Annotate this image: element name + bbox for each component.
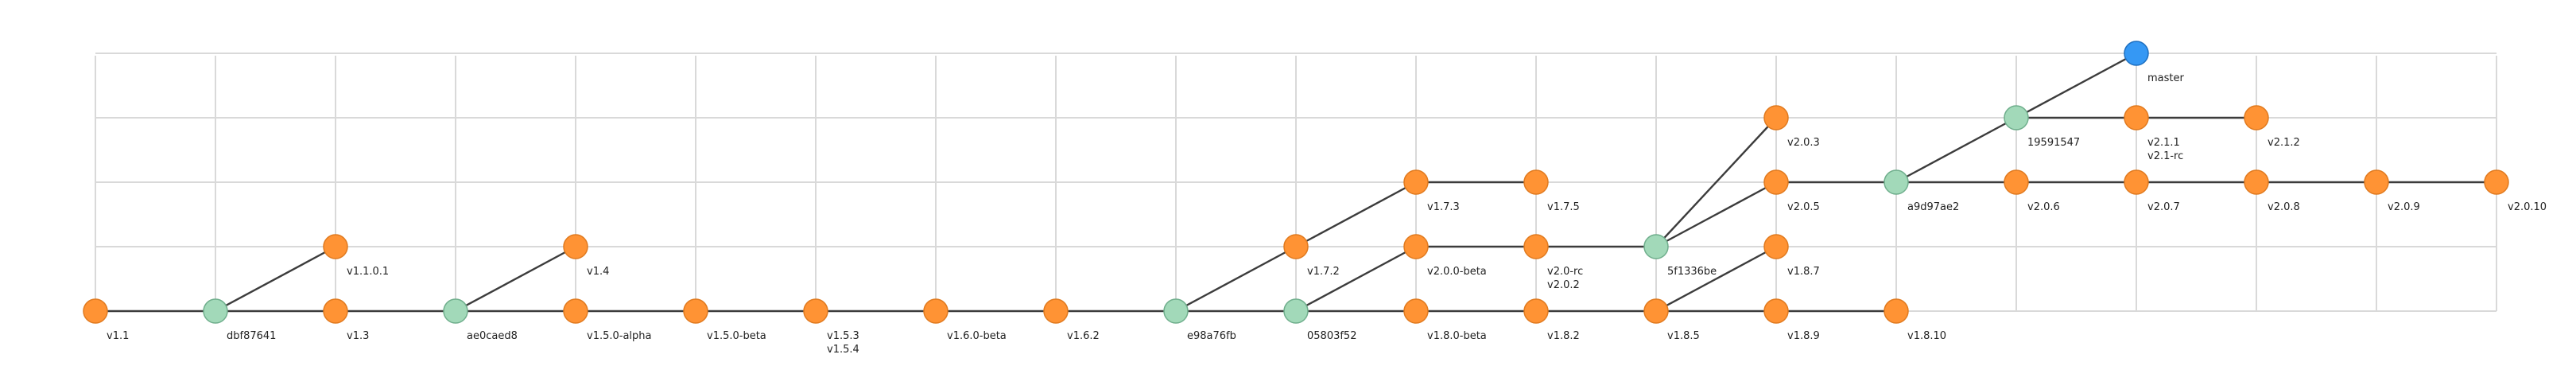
node-label: master [2147, 72, 2184, 84]
node-tag [803, 298, 828, 324]
node-label: v1.5.0-beta [707, 330, 766, 342]
node-label: v2.0.7 [2147, 201, 2180, 213]
node-tag [1403, 169, 1429, 195]
node-label: dbf87641 [227, 330, 276, 342]
node-label: v2.0.8 [2268, 201, 2300, 213]
edge-e98a76fb-v1.7.2 [1175, 245, 1297, 313]
node-label: v1.8.5 [1667, 330, 1700, 342]
node-tag [1403, 234, 1429, 259]
node-tag [2244, 105, 2269, 130]
node-label: v2.0.3 [1787, 137, 1820, 149]
edge-ae0caed8-v1.4 [455, 245, 576, 313]
node-tag [1884, 298, 1909, 324]
node-label: v1.1.0.1 [347, 266, 389, 278]
node-tag [563, 298, 588, 324]
node-tag [1403, 298, 1429, 324]
node-label: v1.7.5 [1547, 201, 1580, 213]
node-tag [2124, 105, 2149, 130]
node-label: v2.0.10 [2508, 201, 2547, 213]
node-tag [923, 298, 949, 324]
node-label: v1.8.2 [1547, 330, 1580, 342]
node-tag [683, 298, 708, 324]
node-tag [1763, 105, 1789, 130]
node-label: v2.0.6 [2027, 201, 2060, 213]
node-tag [2484, 169, 2509, 195]
node-commit [1884, 169, 1909, 195]
node-commit [203, 298, 228, 324]
node-label: v2.1.2 [2268, 137, 2300, 149]
node-label: v2.1-rc [2147, 150, 2183, 162]
node-label: v2.1.1 [2147, 137, 2180, 149]
node-label: v1.8.0-beta [1427, 330, 1487, 342]
node-head [2124, 41, 2149, 66]
node-label: 5f1336be [1667, 266, 1717, 278]
node-label: v1.8.7 [1787, 266, 1820, 278]
node-commit [1163, 298, 1189, 324]
node-label: v1.7.3 [1427, 201, 1460, 213]
node-tag [563, 234, 588, 259]
node-label: v2.0.5 [1787, 201, 1820, 213]
node-label: v2.0-rc [1547, 266, 1583, 278]
node-tag [1523, 169, 1549, 195]
node-label: v1.6.0-beta [947, 330, 1007, 342]
node-label: v1.5.4 [827, 344, 859, 356]
edge-v1.7.2-v1.7.3 [1295, 181, 1417, 248]
node-tag [323, 298, 348, 324]
node-label: v1.5.0-alpha [587, 330, 652, 342]
node-tag [2364, 169, 2389, 195]
edge-5f1336be-v2.0.5 [1655, 181, 1777, 248]
node-tag [1763, 298, 1789, 324]
edge-5f1336be-v2.0.3 [1655, 117, 1777, 247]
node-label: v2.0.0-beta [1427, 266, 1487, 278]
node-label: 19591547 [2027, 137, 2080, 149]
node-tag [2244, 169, 2269, 195]
node-label: v1.1 [107, 330, 129, 342]
node-tag [323, 234, 348, 259]
node-tag [2004, 169, 2029, 195]
nodes [83, 41, 2509, 324]
node-label: v2.0.2 [1547, 279, 1580, 291]
edge-v1.8.5-v1.8.7 [1655, 245, 1777, 313]
edge-19591547-master [2015, 52, 2137, 119]
node-tag [1283, 234, 1309, 259]
node-tag [2124, 169, 2149, 195]
node-tag [1763, 169, 1789, 195]
node-commit [1643, 234, 1669, 259]
node-label: v1.4 [587, 266, 609, 278]
node-label: a9d97ae2 [1907, 201, 1959, 213]
node-label: 05803f52 [1307, 330, 1356, 342]
node-tag [1643, 298, 1669, 324]
node-tag [1763, 234, 1789, 259]
node-label: v1.8.9 [1787, 330, 1820, 342]
node-label: v2.0.9 [2388, 201, 2420, 213]
node-commit [443, 298, 468, 324]
node-label: v1.6.2 [1067, 330, 1100, 342]
edge-dbf87641-v1.1.0.1 [215, 245, 336, 313]
node-tag [1523, 234, 1549, 259]
node-label: ae0caed8 [467, 330, 518, 342]
node-label: v1.8.10 [1907, 330, 1946, 342]
node-tag [1043, 298, 1069, 324]
edge-05803f52-v2.0.0-beta [1295, 245, 1417, 313]
node-label: e98a76fb [1187, 330, 1236, 342]
node-commit [1283, 298, 1309, 324]
node-tag [83, 298, 108, 324]
node-commit [2004, 105, 2029, 130]
edges [95, 52, 2496, 313]
node-label: v1.3 [347, 330, 369, 342]
node-label: v1.5.3 [827, 330, 859, 342]
node-tag [1523, 298, 1549, 324]
labels: v1.1 dbf87641 v1.3 v1.1.0.1 ae0caed8 v1.5.0-a… [107, 72, 2547, 356]
edge-a9d97ae2-19591547 [1895, 116, 2017, 184]
node-label: v1.7.2 [1307, 266, 1340, 278]
